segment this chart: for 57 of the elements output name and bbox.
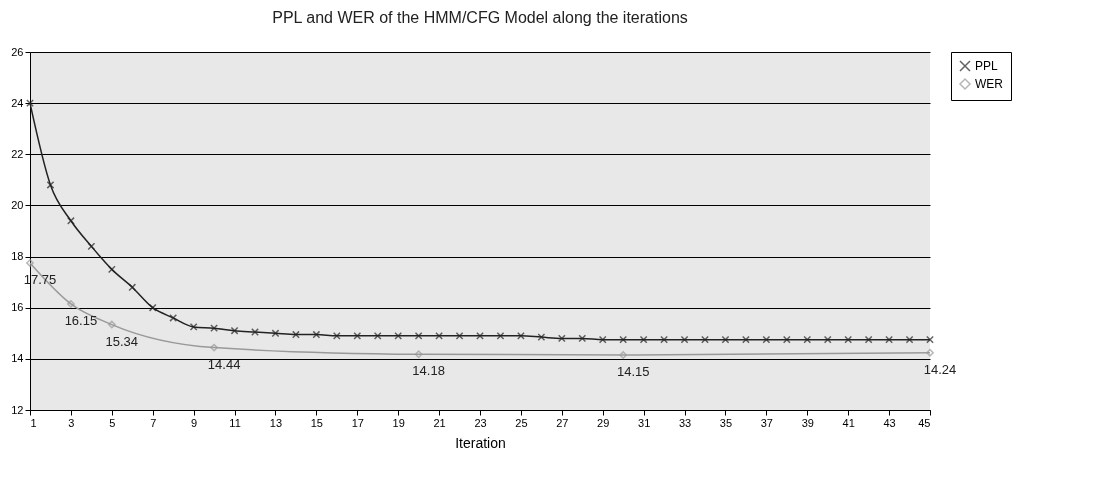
point xyxy=(619,351,628,359)
point xyxy=(128,283,137,292)
x-tick-label: 35 xyxy=(719,416,733,429)
x-tick-label: 1 xyxy=(30,416,37,429)
legend-label: WER xyxy=(975,77,1004,91)
y-tick-label: 24 xyxy=(11,96,24,109)
x-tick-label: 37 xyxy=(760,416,773,429)
x-tick-label: 9 xyxy=(191,416,198,429)
x-tick-label: 5 xyxy=(109,416,116,429)
point xyxy=(864,335,873,344)
data-label: 15.34 xyxy=(105,333,139,349)
x-axis-title: Iteration xyxy=(455,434,506,451)
y-tick-label: 14 xyxy=(11,352,24,365)
point xyxy=(414,350,423,359)
point xyxy=(394,331,403,340)
point xyxy=(148,303,157,312)
point xyxy=(803,335,812,344)
chart-title: PPL and WER of the HMM/CFG Model along the iterations xyxy=(272,9,688,26)
y-tick-label: 16 xyxy=(11,301,24,314)
y-tick-label: 20 xyxy=(11,198,24,211)
point xyxy=(823,335,832,344)
y-tick-label: 22 xyxy=(11,147,24,160)
x-tick-label: 17 xyxy=(351,416,364,429)
point xyxy=(639,335,648,344)
data-label: 16.15 xyxy=(64,312,98,328)
data-label: 14.44 xyxy=(207,356,241,372)
point xyxy=(332,331,341,340)
point xyxy=(107,320,116,329)
y-tick-label: 18 xyxy=(11,250,24,263)
x-tick-label: 13 xyxy=(269,416,283,429)
x-tick-label: 33 xyxy=(678,416,692,429)
point xyxy=(598,335,607,344)
y-tick-label: 26 xyxy=(11,45,24,58)
point xyxy=(762,335,771,344)
x-tick-label: 11 xyxy=(229,416,241,429)
point xyxy=(87,242,96,251)
x-tick-label: 27 xyxy=(556,416,569,429)
legend-label: PPL xyxy=(975,59,999,73)
x-tick-label: 29 xyxy=(597,416,610,429)
x-tick-label: 7 xyxy=(150,416,157,429)
x-tick-label: 31 xyxy=(638,416,651,429)
x-tick-label: 21 xyxy=(433,416,446,429)
x-tick-label: 23 xyxy=(474,416,487,429)
x-tick-label: 25 xyxy=(515,416,528,429)
y-tick-label: 12 xyxy=(11,403,24,416)
x-tick-label: 41 xyxy=(842,416,855,429)
point xyxy=(251,328,259,336)
data-label: 14.15 xyxy=(616,364,650,380)
data-label: 14.24 xyxy=(923,361,957,377)
x-tick-label: 45 xyxy=(918,416,931,429)
x-tick-label: 19 xyxy=(392,416,405,429)
data-label: 14.18 xyxy=(412,363,445,379)
x-tick-label: 15 xyxy=(310,416,323,429)
x-tick-label: 43 xyxy=(883,416,896,429)
x-tick-label: 39 xyxy=(801,416,814,429)
point xyxy=(67,299,75,308)
x-tick-label: 3 xyxy=(68,416,75,429)
